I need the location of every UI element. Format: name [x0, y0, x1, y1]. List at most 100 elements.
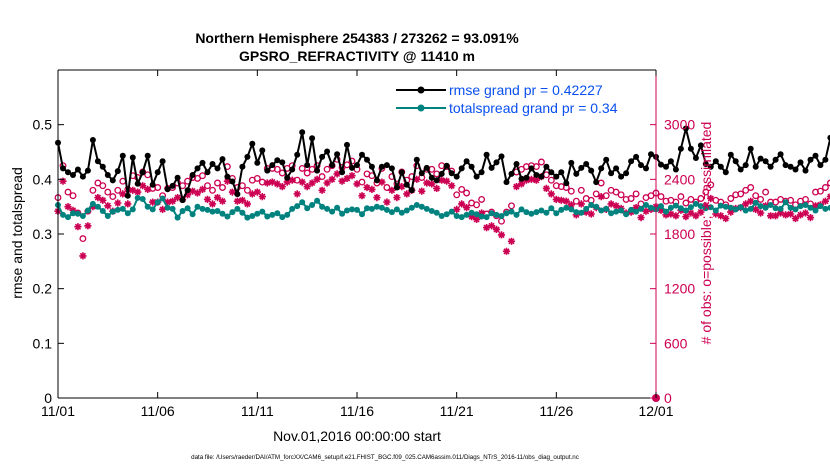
series-obs_assimilated-point-44 [273, 180, 281, 188]
series-obs_assimilated-point-141 [757, 209, 765, 217]
series-obs_possible-point-110 [602, 192, 610, 200]
series-obs_assimilated-point-8 [94, 194, 102, 202]
series-rmse-point-118 [643, 165, 649, 172]
series-totalspread-point-28 [194, 203, 201, 210]
series-obs_possible-point-89 [498, 217, 505, 225]
series-obs_possible-point-91 [508, 202, 515, 210]
series-totalspread-point-82 [463, 211, 470, 218]
series-totalspread-point-139 [747, 205, 754, 212]
series-obs_assimilated-point-60 [353, 180, 361, 188]
series-totalspread-point-14 [124, 210, 131, 217]
series-obs_assimilated-point-107 [587, 210, 595, 218]
series-obs_assimilated-point-122 [662, 211, 670, 219]
series-rmse-point-28 [194, 165, 201, 172]
series-rmse-point-139 [747, 145, 754, 152]
series-rmse-point-7 [89, 137, 96, 143]
series-totalspread-point-73 [418, 203, 425, 210]
series-obs_assimilated-point-41 [258, 193, 266, 201]
series-rmse-point-8 [94, 158, 101, 165]
series-totalspread-point-132 [712, 207, 719, 214]
series-rmse-point-75 [428, 174, 435, 181]
series-totalspread-point-92 [513, 211, 520, 218]
series-obs_assimilated-point-101 [557, 196, 565, 204]
axes-layer: 11/01 11/06 11/11 11/16 11/21 11/26 12/0100.10… [33, 69, 695, 419]
series-obs_assimilated-point-45 [278, 183, 286, 191]
series-rmse-point-102 [563, 180, 570, 187]
series-obs_assimilated-point-15 [129, 186, 137, 194]
series-rmse-point-83 [468, 163, 475, 170]
footer-data-file: data file: /Users/raeder/DAI/ATM_forcXX/… [191, 454, 579, 461]
series-obs_possible-point-33 [219, 184, 226, 191]
series-rmse-point-68 [393, 184, 400, 191]
series-obs_assimilated-point-92 [512, 183, 521, 191]
series-totalspread-point-143 [767, 202, 774, 208]
series-rmse-point-34 [224, 173, 231, 180]
series-rmse-point-110 [603, 156, 610, 163]
series-rmse-point-71 [408, 187, 415, 194]
series-obs_possible-point-138 [742, 186, 750, 194]
series-rmse-point-58 [344, 141, 350, 148]
series-obs_possible-point-141 [757, 195, 765, 203]
series-totalspread-point-36 [234, 205, 241, 212]
series-totalspread [55, 194, 830, 221]
series-obs_assimilated-point-48 [293, 190, 301, 198]
series-rmse-point-128 [692, 155, 699, 161]
series-obs_assimilated-point-151 [806, 214, 815, 222]
series-rmse-point-126 [682, 125, 689, 132]
series-totalspread-point-95 [528, 210, 535, 217]
series-obs_possible-point-127 [687, 195, 695, 203]
series-totalspread-point-90 [503, 210, 510, 217]
series-obs_assimilated-point-68 [393, 194, 401, 202]
series-totalspread-point-41 [259, 208, 266, 215]
series-rmse-point-53 [319, 153, 326, 160]
series-totalspread-point-113 [618, 207, 625, 214]
series-totalspread-point-72 [413, 202, 420, 208]
series-obs_assimilated-point-102 [562, 197, 570, 205]
series-totalspread-point-78 [443, 211, 450, 218]
series-totalspread-point-89 [498, 213, 505, 219]
series-totalspread-point-52 [314, 197, 321, 204]
series-obs_assimilated-point-62 [363, 183, 371, 192]
series-obs_possible-point-105 [577, 186, 585, 194]
series-obs_assimilated-point-126 [682, 213, 690, 221]
series-obs_possible-point-112 [612, 188, 620, 196]
series-totalspread-point-44 [274, 210, 281, 217]
series-totalspread-point-108 [593, 203, 600, 210]
series-obs_possible-point-31 [209, 186, 216, 194]
series-totalspread-point-23 [169, 205, 176, 212]
series-obs_assimilated-point-95 [527, 175, 535, 183]
series-rmse-point-48 [294, 151, 301, 158]
series-totalspread-point-147 [787, 204, 794, 211]
series-obs_assimilated-point-96 [532, 176, 540, 184]
series-totalspread-point-65 [378, 204, 385, 211]
series-totalspread-point-10 [104, 213, 111, 219]
series-obs_assimilated-point-52 [313, 175, 321, 183]
series-obs_assimilated-point-77 [438, 176, 446, 184]
legend: rmse grand pr = 0.42227 totalspread gran… [396, 82, 618, 116]
series-totalspread-point-60 [354, 206, 360, 213]
series-totalspread-point-122 [663, 208, 669, 215]
y-left-tick-label-3: 0.3 [33, 226, 53, 242]
series-obs_possible-point-50 [303, 169, 311, 177]
series-obs_assimilated-point-90 [502, 247, 511, 255]
series-rmse-point-65 [378, 163, 385, 170]
series-obs_possible-point-126 [682, 199, 690, 207]
series-totalspread-point-153 [817, 203, 824, 210]
series-totalspread-point-5 [79, 213, 86, 219]
series-rmse-point-30 [204, 169, 211, 176]
series-obs_assimilated-point-132 [712, 210, 720, 218]
series-rmse-point-52 [314, 167, 321, 174]
series-rmse-point-123 [667, 158, 674, 165]
series-totalspread-point-42 [264, 213, 271, 220]
series-obs_assimilated-point-50 [303, 183, 311, 191]
series-rmse-point-62 [364, 156, 370, 163]
series-rmse-point-69 [398, 169, 405, 176]
series-totalspread-point-15 [129, 206, 136, 213]
series-rmse-point-54 [324, 148, 331, 155]
series-totalspread-point-12 [114, 206, 121, 213]
series-totalspread-point-154 [822, 205, 829, 212]
series-obs_possible-point-144 [772, 198, 780, 206]
series-obs_assimilated-point-63 [368, 185, 376, 193]
series-rmse-point-40 [254, 159, 261, 166]
series-obs_assimilated-point-69 [398, 183, 406, 191]
